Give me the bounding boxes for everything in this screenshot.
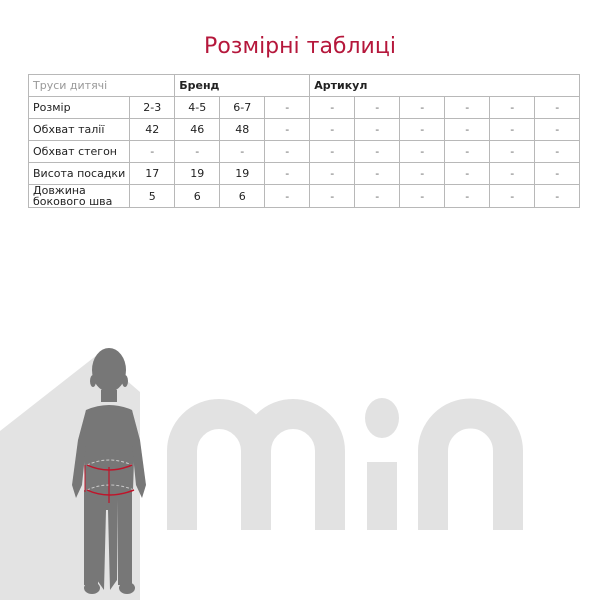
page-title: Розмірні таблиці: [204, 34, 396, 59]
table-cell: 2-3: [129, 96, 176, 119]
table-cell: -: [489, 184, 536, 208]
row-label: Висота посадки: [27, 162, 131, 185]
table-cell: 19: [174, 162, 221, 185]
row-label: Розмір: [27, 96, 131, 119]
table-cell: -: [354, 184, 401, 208]
row-label: Обхват стегон: [27, 140, 131, 163]
table-row: Висота посадки 17 19 19- - - - - - -: [27, 162, 581, 185]
table-cell: -: [264, 184, 311, 208]
table-cell: -: [534, 184, 581, 208]
table-cell: 6: [174, 184, 221, 208]
row-label: Довжина бокового шва: [27, 184, 131, 208]
table-row: Довжина бокового шва 5 6 6- - - - - - -: [27, 184, 581, 208]
table-cell: -: [444, 184, 491, 208]
table-row: Обхват талії 42 46 48- - - - - - -: [27, 118, 581, 141]
table-cell: 6-7: [219, 96, 266, 119]
table-cell: -: [399, 184, 446, 208]
measure-lines: [84, 459, 135, 503]
logo-i-dot: [365, 398, 399, 438]
logo-min: [167, 398, 523, 530]
table-cell: 17: [129, 162, 176, 185]
size-table: Труси дитячі Бренд Артикул Розмір 2-3 4-5 6…: [27, 74, 581, 208]
table-header-row: Труси дитячі Бренд Артикул: [27, 74, 581, 97]
table-row: Розмір 2-3 4-5 6-7- - - - - - -: [27, 96, 581, 119]
